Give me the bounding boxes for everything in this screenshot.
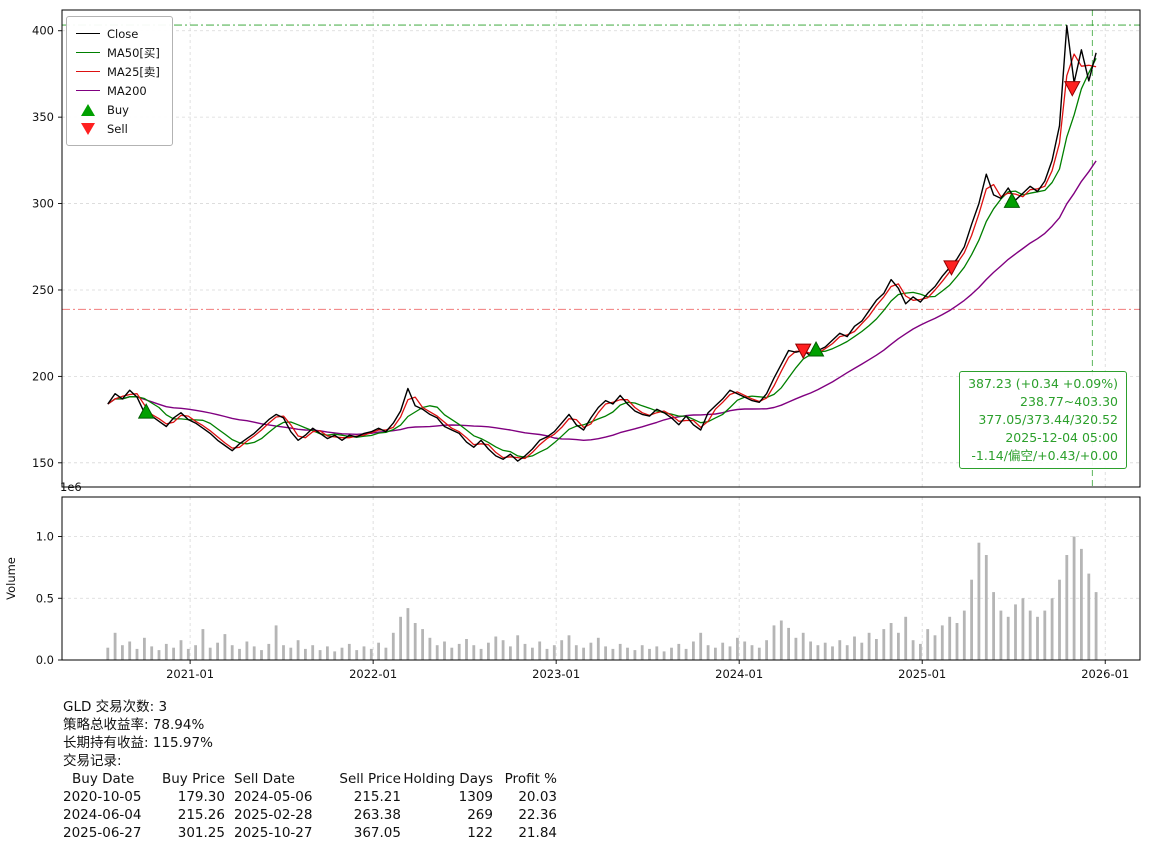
price-tick-label: 350 xyxy=(32,110,54,124)
cell-profit: 20.03 xyxy=(518,789,557,805)
legend-item-buy: Buy xyxy=(76,100,160,119)
price-series xyxy=(107,24,1097,462)
trade-log-label: 交易记录: xyxy=(63,753,122,769)
x-tick-label: 2026-01 xyxy=(1081,667,1129,681)
ma200-line xyxy=(107,160,1097,441)
col-header-profit: Profit % xyxy=(504,771,557,787)
buy-marker xyxy=(807,340,825,357)
trade-row: 2020-10-05 179.30 2024-05-06 215.21 1309… xyxy=(63,788,557,806)
cell-holding-days: 122 xyxy=(467,825,493,841)
buy-marker xyxy=(1003,192,1021,208)
price-tick-label: 300 xyxy=(32,197,54,211)
cell-sell-date: 2025-10-27 xyxy=(234,825,313,841)
sell-marker xyxy=(794,343,812,360)
cell-buy-date: 2024-06-04 xyxy=(63,807,142,823)
cell-buy-price: 301.25 xyxy=(177,825,225,841)
annotation-time-line: 2025-12-04 05:00 xyxy=(1005,430,1118,445)
close-line-swatch xyxy=(76,33,100,34)
cell-sell-date: 2025-02-28 xyxy=(234,807,313,823)
x-tick-label: 2021-01 xyxy=(166,667,214,681)
col-header-sell-price: Sell Price xyxy=(339,771,401,787)
cell-buy-price: 215.26 xyxy=(177,807,225,823)
legend-item-ma50: MA50[买] xyxy=(76,43,160,62)
buy-marker-icon xyxy=(76,103,100,116)
col-header-holding-days: Holding Days xyxy=(403,771,493,787)
volume-tick-label: 0.5 xyxy=(36,591,54,605)
legend-item-close: Close xyxy=(76,24,160,43)
sell-marker-icon xyxy=(76,122,100,135)
legend-label-buy: Buy xyxy=(107,102,129,117)
col-header-buy-date: Buy Date xyxy=(72,771,135,787)
annotation-signal-line: -1.14/偏空/+0.43/+0.00 xyxy=(971,448,1118,463)
legend-label-close: Close xyxy=(107,26,139,41)
volume-bars xyxy=(106,536,1098,660)
ma50-line-swatch xyxy=(76,52,100,53)
legend-label-ma25: MA25[卖] xyxy=(107,64,160,79)
cell-buy-date: 2020-10-05 xyxy=(63,789,142,805)
volume-axis-label: Volume xyxy=(4,557,18,600)
cell-sell-price: 215.21 xyxy=(353,789,401,805)
cell-holding-days: 269 xyxy=(467,807,493,823)
ma25-line-swatch xyxy=(76,71,100,72)
price-tick-label: 200 xyxy=(32,369,54,383)
x-tick-label: 2024-01 xyxy=(715,667,763,681)
volume-offset-label: 1e6 xyxy=(60,480,82,494)
x-tick-label: 2023-01 xyxy=(532,667,580,681)
legend-item-ma25: MA25[卖] xyxy=(76,62,160,81)
annotation-ma-line: 377.05/373.44/320.52 xyxy=(978,412,1118,427)
cell-buy-date: 2025-06-27 xyxy=(63,825,142,841)
x-tick-label: 2025-01 xyxy=(898,667,946,681)
sell-marker xyxy=(943,260,960,276)
axis-labels: 2021-01 2022-01 2023-01 2024-01 2025-01 2026-… xyxy=(4,24,1129,681)
close-line xyxy=(107,24,1097,462)
annotation-price-line: 387.23 (+0.34 +0.09%) xyxy=(968,376,1118,391)
buyhold-return-line: 长期持有收益: 115.97% xyxy=(63,735,213,751)
cell-sell-price: 367.05 xyxy=(353,825,401,841)
volume-tick-label: 0.0 xyxy=(36,653,54,667)
ma200-line-swatch xyxy=(76,90,100,91)
cell-buy-price: 179.30 xyxy=(177,789,225,805)
trade-count-line: GLD 交易次数: 3 xyxy=(63,699,168,715)
legend-label-ma50: MA50[买] xyxy=(107,45,160,60)
col-header-buy-price: Buy Price xyxy=(161,771,225,787)
annotation-range-line: 238.77~403.30 xyxy=(1020,394,1118,409)
trade-row: 2025-06-27 301.25 2025-10-27 367.05 122 … xyxy=(63,824,557,842)
axes xyxy=(58,9,1141,664)
strategy-return-line: 策略总收益率: 78.94% xyxy=(63,717,205,733)
legend-item-sell: Sell xyxy=(76,119,160,138)
quote-annotation-box: 387.23 (+0.34 +0.09%) 238.77~403.30 377.… xyxy=(959,371,1127,469)
ma50-line xyxy=(107,58,1097,458)
cell-profit: 21.84 xyxy=(518,825,557,841)
trade-row: 2024-06-04 215.26 2025-02-28 263.38 269 … xyxy=(63,806,557,824)
legend-label-ma200: MA200 xyxy=(107,83,147,98)
cell-sell-date: 2024-05-06 xyxy=(234,789,313,805)
cell-sell-price: 263.38 xyxy=(353,807,401,823)
volume-tick-label: 1.0 xyxy=(36,530,54,544)
price-tick-label: 250 xyxy=(32,283,54,297)
price-tick-label: 400 xyxy=(32,24,54,38)
sell-marker xyxy=(1063,81,1081,97)
cell-profit: 22.36 xyxy=(518,807,557,823)
reference-lines xyxy=(62,10,1140,487)
cell-holding-days: 1309 xyxy=(458,789,493,805)
x-tick-label: 2022-01 xyxy=(349,667,397,681)
ma25-line xyxy=(107,53,1097,460)
trade-table-header: Buy Date Buy Price Sell Date Sell Price … xyxy=(63,770,557,788)
legend-label-sell: Sell xyxy=(107,121,128,136)
col-header-sell-date: Sell Date xyxy=(234,771,295,787)
price-tick-label: 150 xyxy=(32,456,54,470)
buy-marker xyxy=(137,403,155,419)
trade-markers xyxy=(137,81,1081,419)
summary-block: GLD 交易次数: 3 策略总收益率: 78.94% 长期持有收益: 115.9… xyxy=(63,698,557,842)
legend: Close MA50[买] MA25[卖] MA200 Buy Sell xyxy=(66,16,173,146)
legend-item-ma200: MA200 xyxy=(76,81,160,100)
